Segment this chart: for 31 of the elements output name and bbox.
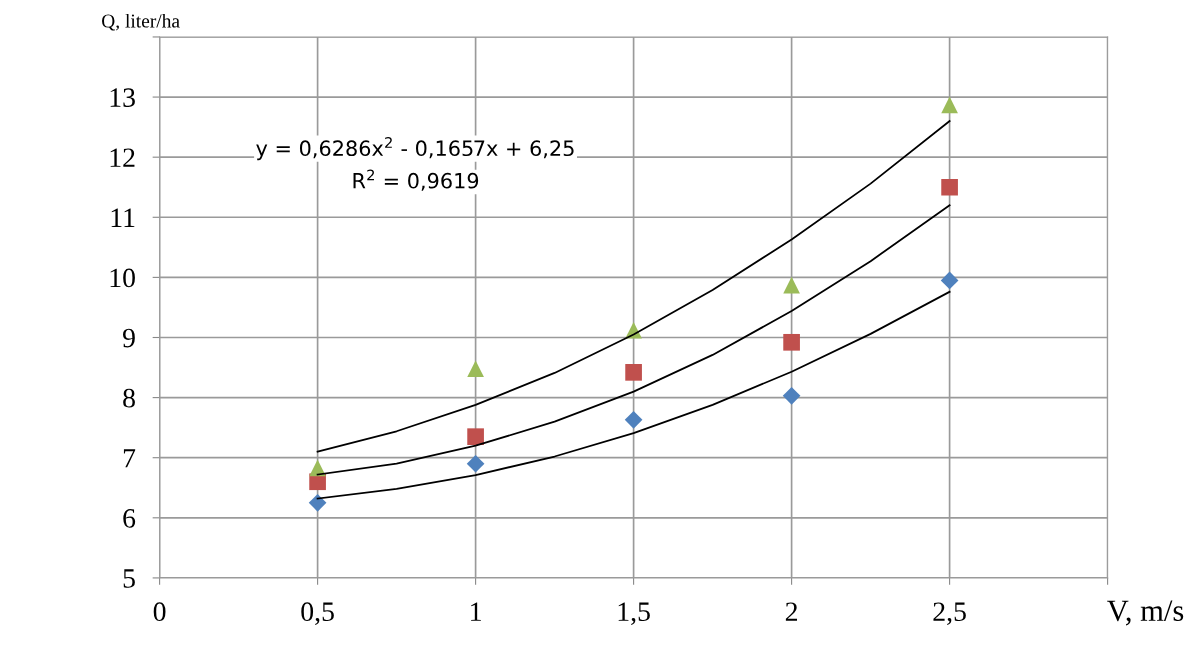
y-tick-label: 5 — [123, 569, 135, 588]
x-tick-label: 1,5 — [618, 602, 650, 626]
x-tick-label: 0,5 — [301, 602, 334, 626]
point — [783, 333, 800, 351]
point — [782, 386, 801, 405]
point — [625, 364, 642, 381]
point — [941, 96, 958, 114]
y-tick-label: 11 — [111, 208, 135, 227]
y-tick-label: 10 — [110, 268, 135, 288]
x-tick-label: 0 — [153, 602, 166, 622]
point — [467, 360, 484, 378]
x-tick-label: 1 — [471, 602, 481, 621]
y-tick-label: 7 — [123, 449, 136, 468]
point — [467, 428, 484, 445]
point — [940, 271, 959, 290]
y-tick-label: 12 — [110, 148, 135, 167]
point — [624, 411, 643, 429]
x-tick-label: 2,5 — [933, 602, 966, 626]
annotation: R$^{2}$ = 0,9619 — [353, 169, 479, 191]
point — [783, 276, 800, 294]
y-tick-label: 9 — [122, 328, 135, 348]
point — [941, 178, 958, 196]
point — [466, 454, 485, 473]
annotation: y = 0,6286x$^{2}$ - 0,1657x + 6,25 — [256, 137, 574, 161]
x-tick-label: 2 — [785, 602, 798, 621]
y-axis-title: Q, liter/ha — [102, 13, 180, 31]
y-tick-label: 13 — [110, 88, 135, 107]
y-tick-label: 8 — [123, 388, 135, 408]
point — [308, 493, 327, 512]
x-axis-title: V, m/s — [1107, 600, 1184, 626]
y-tick-label: 6 — [123, 509, 136, 528]
